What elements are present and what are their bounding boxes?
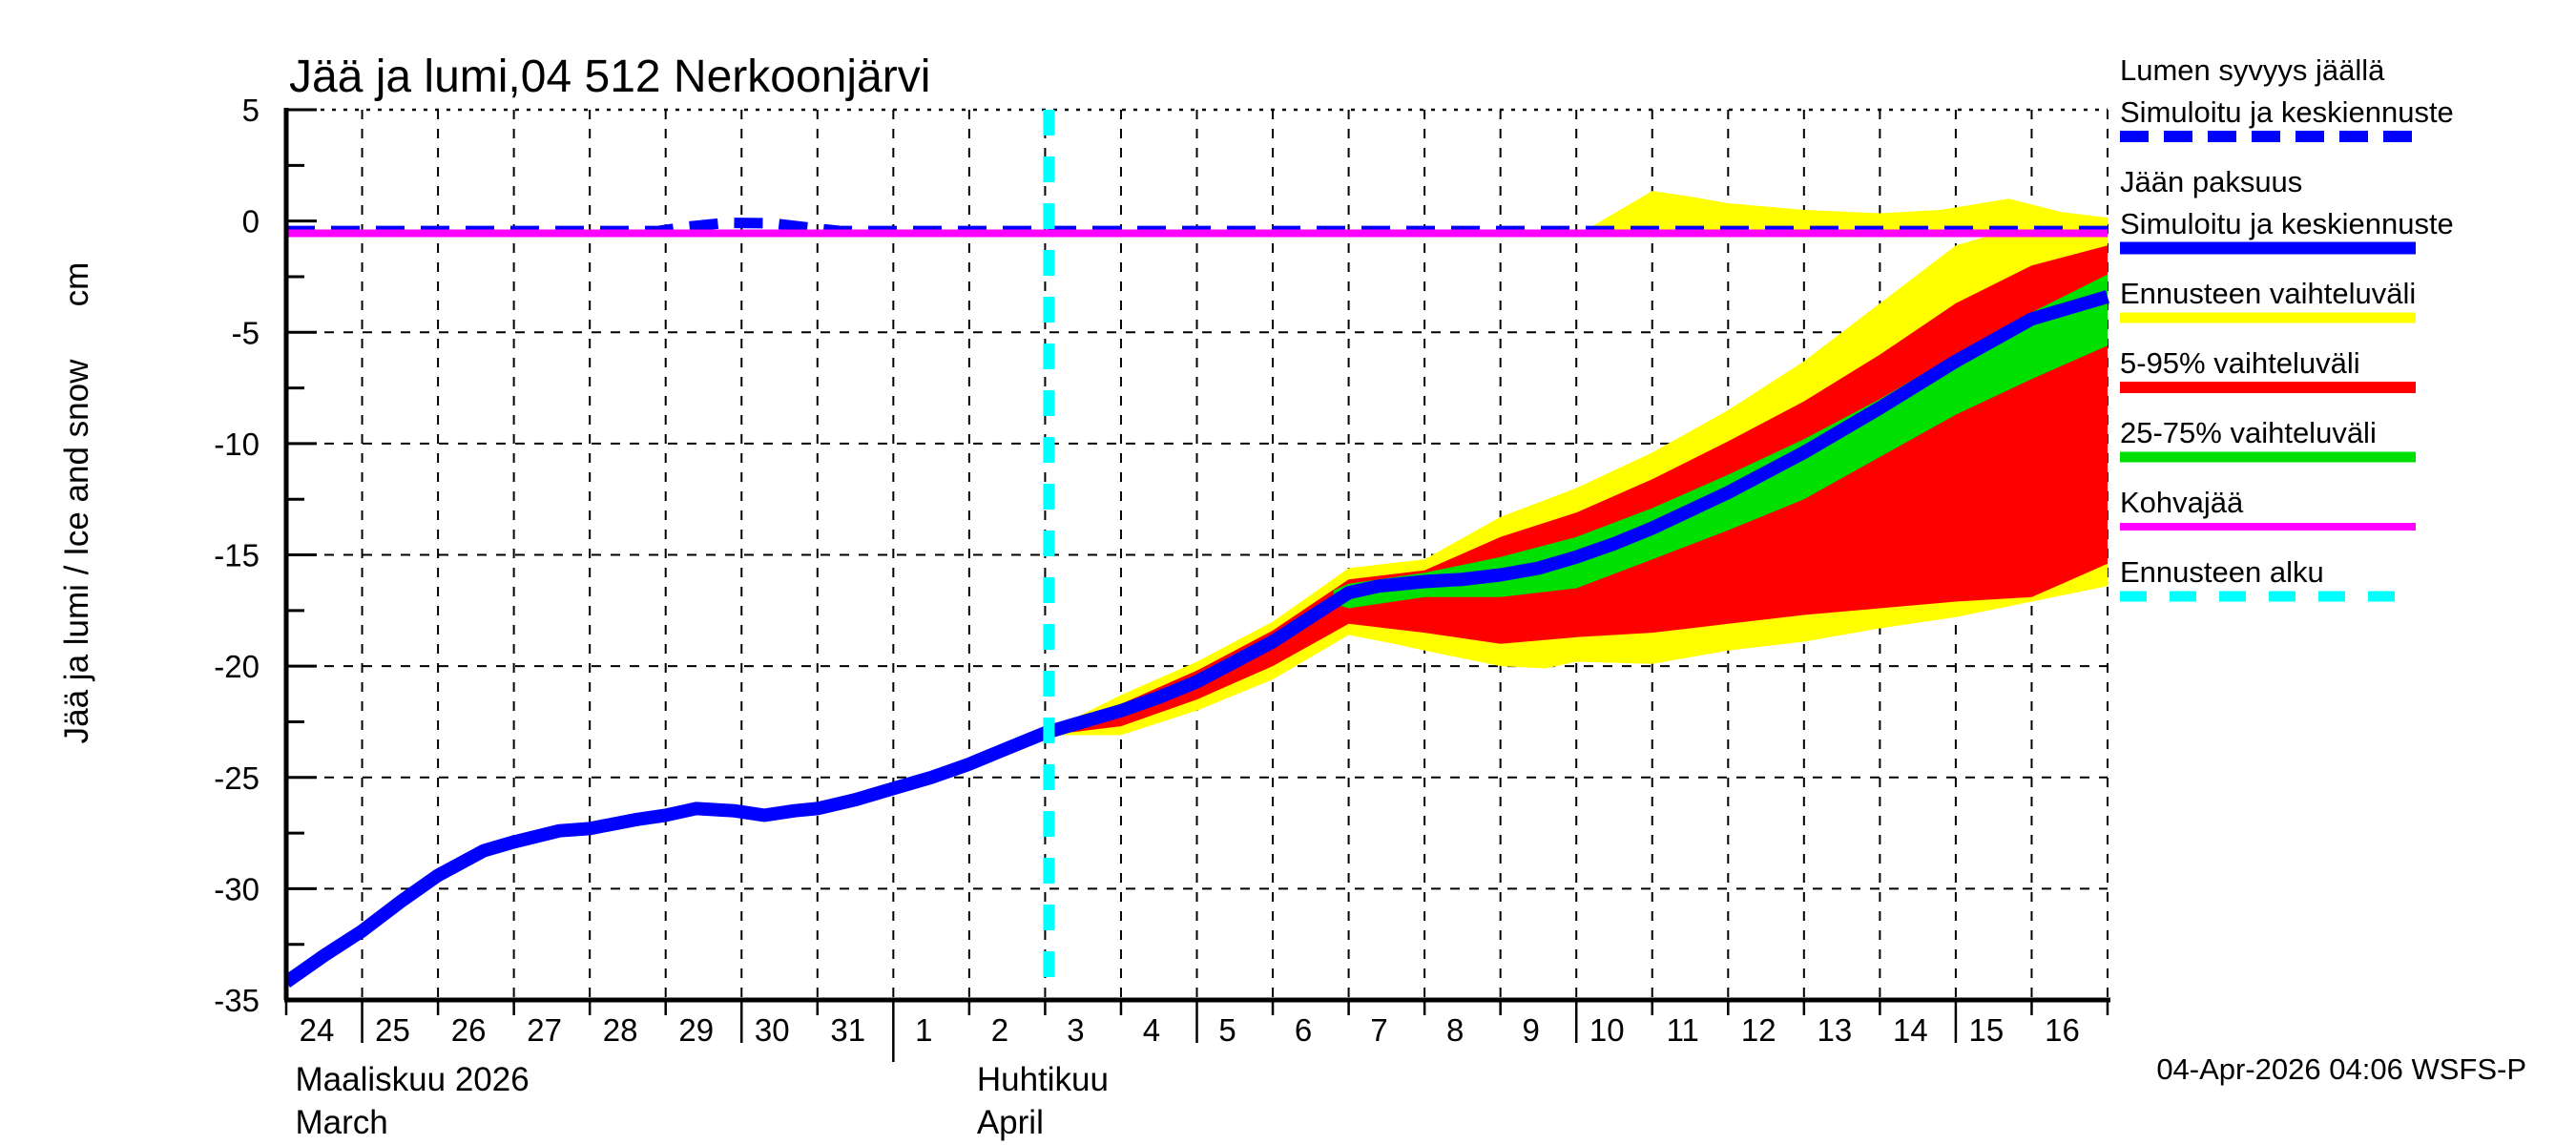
x-tick-label: 30 [755,1012,790,1048]
x-tick-label: 5 [1218,1012,1236,1048]
legend-label: 25-75% vaihteluväli [2120,416,2377,449]
legend-label: Simuloitu ja keskiennuste [2120,207,2454,240]
y-tick-label: -5 [232,315,260,350]
x-tick-label: 12 [1741,1012,1776,1048]
legend-item-forecast-start: Ennusteen alku [2120,555,2416,602]
y-tick-label: -30 [214,871,260,906]
x-tick-label: 6 [1295,1012,1312,1048]
y-tick-label: 5 [242,93,260,128]
legend-label: Simuloitu ja keskiennuste [2120,95,2454,129]
x-axis-labels: 24 25 26 27 28 29 30 31 1 2 3 4 5 6 7 8 9 10 11 12 13 14 15 16M… [296,1012,2080,1141]
data-lines [286,110,2109,1000]
y-axis-tick-labels: 5 0 -5 -10 -15 -20 -25 -30 -35 [214,93,260,1018]
datestamp: 04-Apr-2026 04:06 WSFS-P [2156,1052,2526,1086]
x-tick-label: 15 [1969,1012,2005,1048]
x-tick-label: 31 [830,1012,865,1048]
x-tick-label: 1 [915,1012,932,1048]
legend-item-range-25-75: 25-75% vaihteluväli [2120,416,2416,463]
legend-label: 5-95% vaihteluväli [2120,346,2360,380]
legend-item-ice-thickness: Jään paksuus Simuloitu ja keskiennuste [2120,165,2454,255]
forecast-bands [1049,191,2108,736]
x-tick-label: 29 [678,1012,714,1048]
x-tick-label: 25 [375,1012,410,1048]
x-tick-label: 7 [1370,1012,1387,1048]
legend-item-forecast-range: Ennusteen vaihteluväli [2120,277,2416,323]
y-tick-label: -15 [214,538,260,573]
x-tick-label: 27 [527,1012,562,1048]
y-tick-label: -10 [214,427,260,462]
month-label-en: April [977,1104,1044,1141]
axes [283,108,2110,1062]
month-label-en: March [296,1104,388,1141]
legend-label: Ennusteen alku [2120,555,2324,589]
legend-item-snow-depth-on-ice: Lumen syvyys jäällä Simuloitu ja keskienn… [2120,53,2454,142]
y-tick-label: -25 [214,760,260,796]
ice-thickness-line [286,290,2109,989]
month-label-fi: Maaliskuu 2026 [296,1061,530,1098]
legend-label: Kohvajää [2120,486,2244,519]
legend: Lumen syvyys jäällä Simuloitu ja keskienn… [2120,53,2454,602]
y-axis-title: Jää ja lumi / Ice and snow cm [58,262,95,744]
x-tick-label: 16 [2045,1012,2080,1048]
x-tick-label: 10 [1589,1012,1625,1048]
band-snow-forecast [1584,191,2108,233]
x-tick-label: 8 [1446,1012,1464,1048]
y-tick-label: -35 [214,983,260,1018]
y-axis-label: Jää ja lumi / Ice and snow [58,359,95,743]
month-label-fi: Huhtikuu [977,1061,1109,1098]
x-tick-label: 26 [451,1012,487,1048]
band-25-75 [1333,274,2108,609]
legend-label: Ennusteen vaihteluväli [2120,277,2416,310]
x-tick-label: 4 [1143,1012,1160,1048]
y-axis-unit: cm [58,262,95,307]
x-tick-label: 24 [300,1012,335,1048]
x-tick-label: 13 [1817,1012,1852,1048]
x-tick-label: 28 [603,1012,638,1048]
x-tick-label: 2 [991,1012,1008,1048]
legend-label: Jään paksuus [2120,165,2302,198]
x-tick-label: 14 [1893,1012,1928,1048]
x-tick-label: 3 [1067,1012,1084,1048]
legend-item-range-5-95: 5-95% vaihteluväli [2120,346,2416,393]
x-tick-label: 11 [1667,1012,1699,1048]
legend-item-kohvajaa: Kohvajää [2120,486,2416,531]
y-tick-label: -20 [214,649,260,684]
x-tick-label: 9 [1522,1012,1539,1048]
y-tick-label: 0 [242,204,260,239]
legend-label: Lumen syvyys jäällä [2120,53,2385,87]
page-title: Jää ja lumi,04 512 Nerkoonjärvi [289,52,930,102]
